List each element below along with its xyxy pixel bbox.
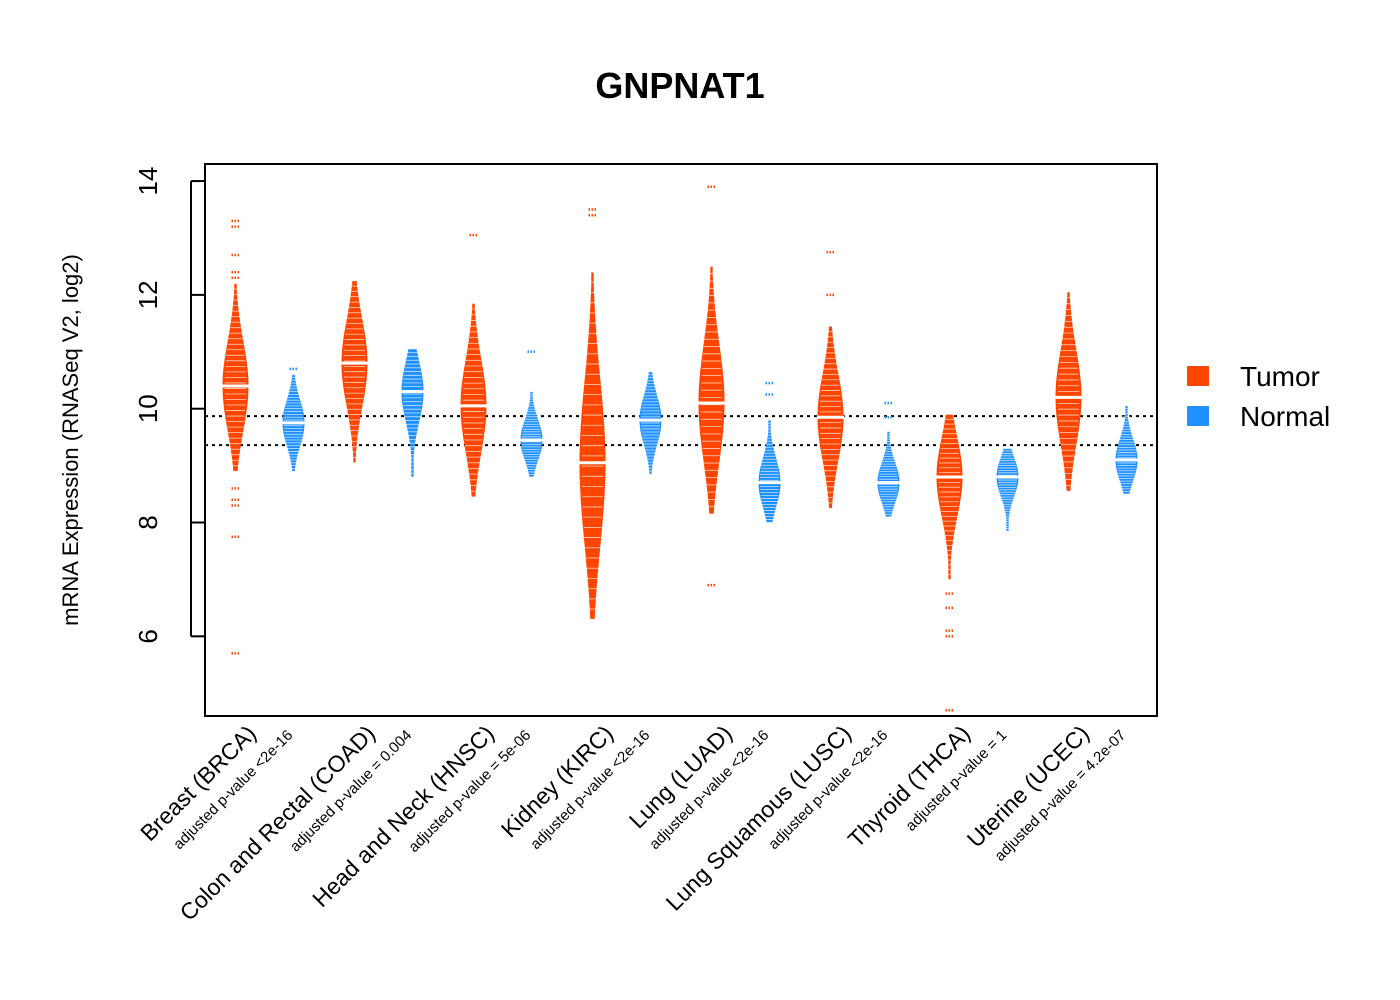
tumor-bean-lines — [700, 266, 723, 515]
normal-bean-lines — [640, 371, 661, 475]
y-tick-label: 10 — [133, 394, 163, 423]
category-6 — [816, 250, 901, 518]
tumor-bean-lines — [581, 271, 604, 620]
normal-bean-lines — [759, 419, 780, 523]
plot-area — [204, 163, 1158, 717]
legend-label: Tumor — [1240, 361, 1320, 392]
y-tick-label: 12 — [133, 280, 163, 309]
normal-bean-lines — [997, 448, 1018, 532]
tumor-bean-lines — [819, 325, 842, 509]
category-2 — [340, 280, 425, 478]
category-8 — [1054, 291, 1139, 495]
y-tick-label: 14 — [133, 167, 163, 196]
category-1 — [221, 219, 306, 655]
normal-bean-lines — [878, 431, 899, 518]
y-axis-label: mRNA Expression (RNASeq V2, log2) — [58, 254, 83, 626]
y-tick-label: 8 — [133, 515, 163, 529]
legend-swatch — [1187, 406, 1209, 426]
chart-title: GNPNAT1 — [595, 65, 764, 106]
category-4 — [578, 208, 663, 620]
legend-label: Normal — [1240, 401, 1330, 432]
category-7 — [935, 413, 1020, 712]
tumor-bean-lines — [462, 303, 485, 498]
y-tick-label: 6 — [133, 629, 163, 643]
normal-bean-lines — [402, 348, 423, 478]
tumor-bean-lines — [343, 280, 366, 464]
y-axis: 6 8 10 12 14 — [133, 167, 205, 644]
category-5 — [697, 185, 782, 587]
normal-bean-lines — [283, 374, 304, 472]
plot-frame — [204, 163, 1158, 717]
tumor-bean-lines — [224, 283, 247, 472]
x-axis-labels: Breast (BRCA)adjusted p-value <2e-16Colo… — [135, 720, 1129, 925]
legend-swatch — [1187, 366, 1209, 386]
normal-bean-lines — [1116, 405, 1137, 495]
normal-bean-lines — [521, 391, 542, 478]
legend: Tumor Normal — [1187, 361, 1330, 432]
category-3 — [459, 233, 544, 498]
